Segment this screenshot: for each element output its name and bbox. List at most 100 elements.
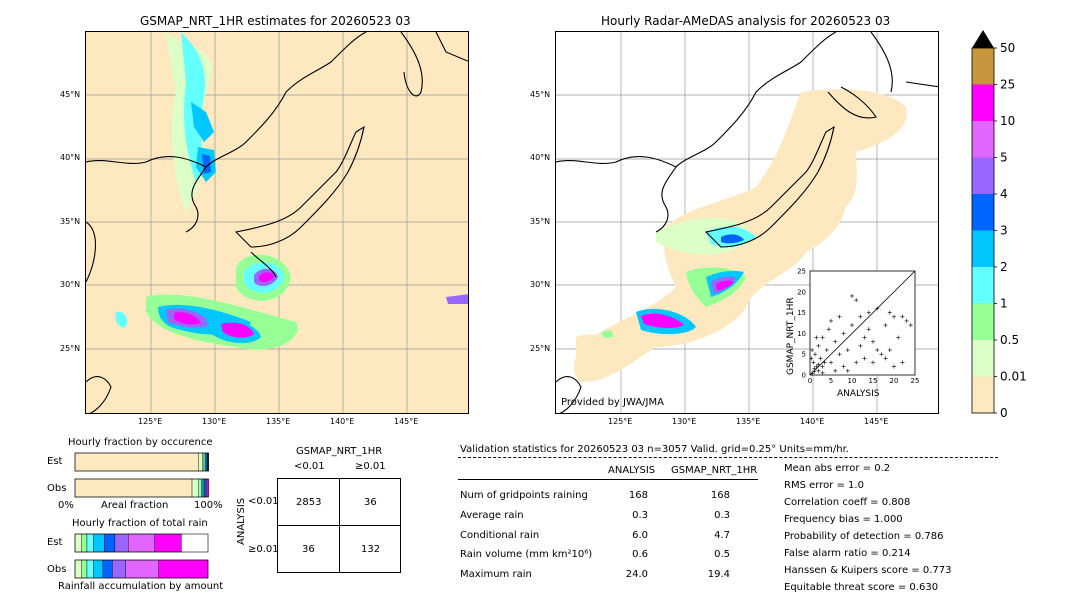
scatter-inset: 0 0 5 5 10 10 15 15 20 20 25 25 GSMAP_NRT_1HR ANALY… <box>780 265 920 405</box>
scatter-point <box>822 360 827 365</box>
stacked-bar-segment <box>74 533 82 553</box>
scatter-xtick: 20 <box>890 377 899 385</box>
stacked-bar-segment <box>81 559 88 579</box>
scatter-point <box>837 352 842 357</box>
stacked-bar-frame <box>74 559 209 579</box>
scatter-point <box>811 360 816 365</box>
radar-credit: Provided by JWA/JMA <box>561 397 664 408</box>
stacked-bar-segment <box>104 533 116 553</box>
scatter-point <box>887 348 892 353</box>
stat-analysis: 0.3 <box>632 510 648 521</box>
colorbar-segment <box>972 340 994 377</box>
occurrence-obs-label: Obs <box>47 483 67 494</box>
contingency-col-label: <0.01 <box>294 461 325 472</box>
left-lon-label: 130°E <box>202 417 227 426</box>
stat-gsmap: 0.5 <box>714 549 730 560</box>
colorbar-label: 50 <box>1000 41 1015 55</box>
stat-label: Num of gridpoints raining <box>460 490 588 501</box>
stat-analysis: 24.0 <box>625 569 648 580</box>
occurrence-xtick-0: 0% <box>58 500 74 511</box>
left-lat-label: 40°N <box>60 153 81 162</box>
scatter-point <box>820 335 825 340</box>
scatter-point <box>812 366 817 371</box>
score-line: Equitable threat score = 0.630 <box>784 582 939 593</box>
scatter-ytick: 25 <box>797 268 806 276</box>
scatter-point <box>862 335 867 340</box>
colorbar-segment <box>972 376 994 413</box>
scatter-point <box>829 360 833 365</box>
stat-gsmap: 19.4 <box>707 569 730 580</box>
colorbar-label: 0 <box>1000 406 1008 418</box>
scatter-point <box>810 348 815 353</box>
stacked-bar-segment <box>93 533 105 553</box>
scatter-ytick: 15 <box>797 309 806 317</box>
left-lat-label: 30°N <box>60 280 81 289</box>
contingency-cell: 36 <box>302 544 315 555</box>
scatter-point <box>833 368 838 373</box>
colorbar-segment <box>972 84 994 121</box>
scatter-point <box>866 310 871 315</box>
stacked-bar-segment <box>114 533 129 553</box>
scatter-xtick: 0 <box>808 377 812 385</box>
right-lat-label: 40°N <box>530 153 551 162</box>
scatter-point <box>820 370 825 375</box>
stacked-bar-segment <box>191 478 199 498</box>
left-map-title: GSMAP_NRT_1HR estimates for 20260523 03 <box>140 14 411 28</box>
occurrence-xtick-1: 100% <box>194 500 223 511</box>
scatter-point <box>826 327 831 332</box>
scatter-point <box>850 293 854 298</box>
scatter-point <box>854 298 859 303</box>
score-line: False alarm ratio = 0.214 <box>784 548 911 559</box>
scatter-xtick: 15 <box>869 377 878 385</box>
contingency-row-label: ≥0.01 <box>248 544 279 555</box>
validation-divider <box>458 457 998 458</box>
scatter-point <box>871 339 875 344</box>
stacked-bar-segment <box>102 559 113 579</box>
colorbar-label: 0.01 <box>1000 370 1027 384</box>
stacked-bar-segment <box>74 452 199 472</box>
scatter-point <box>820 364 825 369</box>
colorbar-label: 25 <box>1000 78 1015 92</box>
rain-fraction-xlabel: Rainfall accumulation by amount <box>58 581 224 592</box>
stat-analysis: 6.0 <box>632 530 648 541</box>
contingency-cell: 132 <box>361 544 381 555</box>
score-line: RMS error = 1.0 <box>784 480 864 491</box>
colorbar-segment <box>972 157 994 194</box>
stat-gsmap: 168 <box>710 490 730 501</box>
scatter-xtick: 25 <box>911 377 920 385</box>
left-lon-label: 125°E <box>138 417 163 426</box>
scatter-point <box>850 323 854 328</box>
scatter-ytick: 10 <box>797 330 806 338</box>
scatter-point <box>816 362 821 367</box>
colorbar-segment <box>972 121 994 158</box>
right-lon-label: 135°E <box>736 417 761 426</box>
scatter-point <box>887 310 892 315</box>
scatter-point <box>896 335 901 340</box>
contingency-title: GSMAP_NRT_1HR <box>296 446 383 457</box>
stacked-bar-segment <box>86 559 94 579</box>
right-lat-label: 25°N <box>530 344 551 353</box>
occurrence-est-label: Est <box>47 456 63 467</box>
left-lon-label: 145°E <box>394 417 419 426</box>
stacked-bar-segment <box>81 533 88 553</box>
validation-col-gsmap: GSMAP_NRT_1HR <box>671 465 758 476</box>
scatter-xlabel: ANALYSIS <box>837 389 880 399</box>
right-lon-label: 125°E <box>608 417 633 426</box>
stat-label: Maximum rain <box>460 569 532 580</box>
stat-analysis: 0.6 <box>632 549 648 560</box>
colorbar-label: 0.5 <box>1000 333 1019 347</box>
scatter-point <box>809 356 814 361</box>
left-lat-label: 35°N <box>60 217 81 226</box>
scatter-point <box>892 364 896 369</box>
scatter-ylabel: GSMAP_NRT_1HR <box>786 297 796 375</box>
scatter-point <box>883 323 888 328</box>
scatter-xtick: 5 <box>829 377 833 385</box>
colorbar-segment <box>972 230 994 267</box>
left-lon-label: 140°E <box>330 417 355 426</box>
scatter-ytick: 0 <box>802 372 806 380</box>
stacked-bar-segment <box>198 478 202 498</box>
scatter-point <box>858 314 863 319</box>
stacked-bar-frame <box>74 478 209 498</box>
scatter-xtick: 10 <box>848 377 857 385</box>
contingency-table: 2853 36 36 132 <box>277 478 401 573</box>
